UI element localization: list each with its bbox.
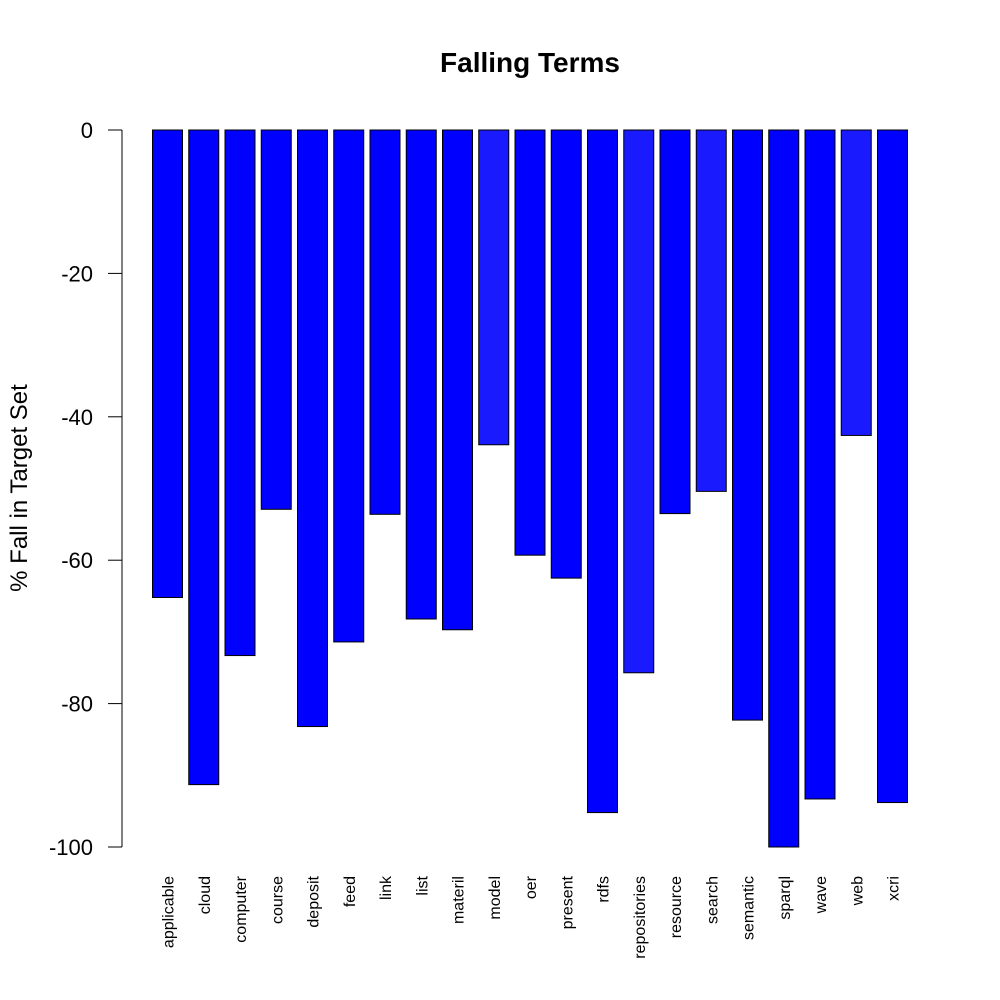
- category-label: rdfs: [596, 876, 613, 903]
- category-label: feed: [342, 876, 359, 907]
- bar-wave: [804, 129, 836, 800]
- bar-model: [478, 129, 510, 446]
- y-tick-label: -40: [61, 405, 93, 430]
- bars-group: [152, 129, 908, 848]
- bar-repositories: [623, 129, 655, 674]
- bar-rdfs: [587, 129, 618, 814]
- y-tick-label: -20: [61, 261, 93, 286]
- bar-xcri: [877, 129, 908, 804]
- y-tick-label: -60: [61, 548, 93, 573]
- bar-computer: [224, 129, 256, 657]
- bar-present: [550, 129, 582, 579]
- category-label: materil: [451, 876, 468, 924]
- bar-feed: [333, 129, 365, 643]
- bar-sparql: [768, 129, 800, 848]
- bar-materil: [442, 129, 473, 631]
- y-axis: 0 -20 -40 -60 -80 -100: [49, 118, 123, 860]
- category-label: repositories: [632, 876, 649, 959]
- y-tick-label: 0: [81, 118, 93, 143]
- y-tick-label: -100: [49, 835, 93, 860]
- bar-cloud: [188, 129, 220, 786]
- bar-resource: [659, 129, 691, 515]
- category-label: computer: [233, 875, 250, 942]
- chart-title: Falling Terms: [440, 47, 620, 78]
- category-label: deposit: [306, 875, 323, 927]
- category-label: cloud: [197, 876, 214, 914]
- bar-course: [260, 129, 292, 510]
- category-label: list: [414, 875, 431, 895]
- bar-applicable: [152, 129, 183, 598]
- category-label: xcri: [886, 876, 903, 901]
- category-labels: applicable cloud computer course deposit feed…: [161, 875, 903, 959]
- bar-web: [840, 129, 872, 436]
- category-label: semantic: [741, 876, 758, 940]
- category-label: link: [378, 875, 395, 900]
- category-label: wave: [813, 876, 830, 914]
- bar-semantic: [732, 129, 763, 721]
- category-label: oer: [523, 875, 540, 899]
- bar-link: [369, 129, 401, 515]
- bar-list: [405, 129, 437, 620]
- bar-deposit: [297, 129, 328, 728]
- category-label: course: [269, 876, 286, 924]
- category-label: sparql: [777, 876, 794, 920]
- y-tick-label: -80: [61, 692, 93, 717]
- category-label: applicable: [161, 876, 178, 948]
- category-label: resource: [668, 876, 685, 938]
- bar-oer: [514, 129, 546, 556]
- category-label: present: [559, 875, 576, 929]
- y-axis-label: % Fall in Target Set: [6, 384, 33, 592]
- category-label: web: [849, 876, 866, 906]
- bar-search: [695, 129, 727, 492]
- category-label: model: [487, 876, 504, 920]
- category-label: search: [704, 876, 721, 924]
